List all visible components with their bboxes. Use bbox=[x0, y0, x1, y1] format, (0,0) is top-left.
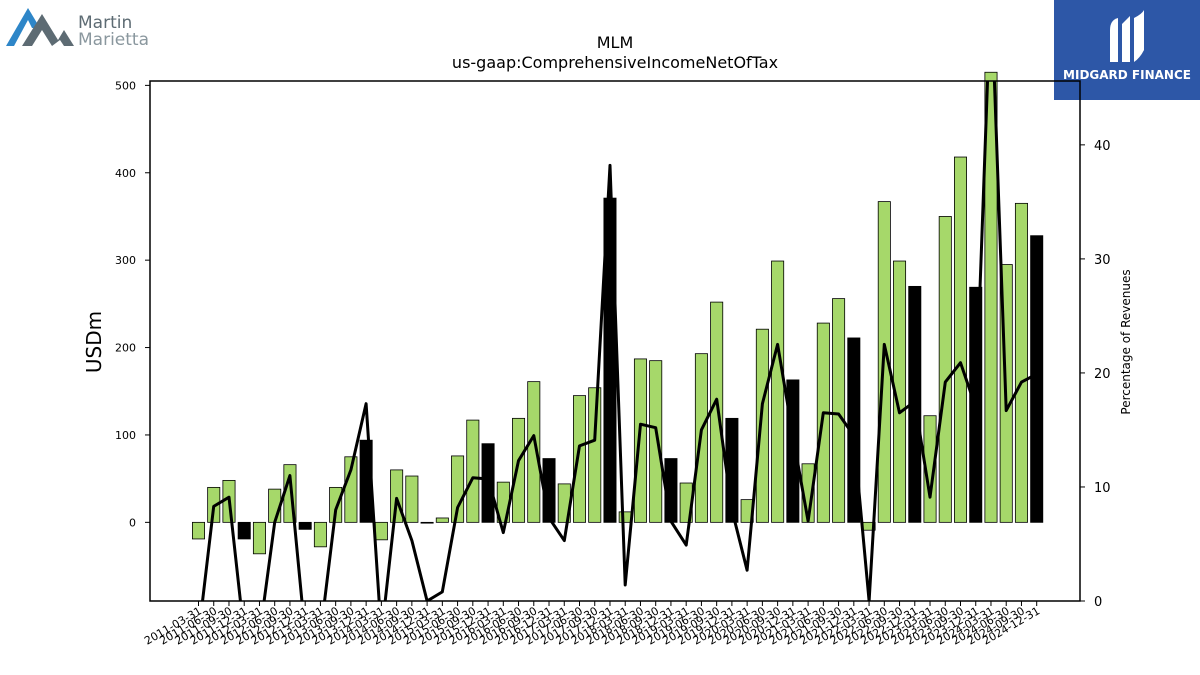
y2-tick-label: 40 bbox=[1094, 139, 1111, 154]
y-axis-label: USDm bbox=[82, 311, 106, 373]
bar-2015-09-30 bbox=[466, 419, 480, 523]
y2-tick-label: 20 bbox=[1094, 367, 1111, 382]
bar-2024-09-30 bbox=[1014, 202, 1028, 523]
bar-2018-03-31 bbox=[618, 511, 632, 523]
bar-2014-03-31 bbox=[374, 521, 388, 541]
plot-frame bbox=[149, 80, 1081, 602]
y2-axis-label: Percentage of Revenues bbox=[1119, 269, 1133, 414]
y-tick-label: 0 bbox=[129, 516, 136, 529]
y2-axis: 0 10 20 30 40 bbox=[1080, 139, 1111, 610]
bar-2017-06-30 bbox=[573, 395, 587, 523]
y2-tick-label: 0 bbox=[1094, 595, 1102, 610]
bar-2016-09-30 bbox=[527, 381, 541, 523]
bar-2020-06-30 bbox=[755, 328, 769, 523]
x-axis: 2011-03-312011-06-302011-09-302011-12-31… bbox=[142, 601, 1042, 648]
bar-2015-03-31 bbox=[435, 517, 449, 523]
bar-2019-09-30 bbox=[710, 301, 724, 523]
chart-subtitle: us-gaap:ComprehensiveIncomeNetOfTax bbox=[452, 53, 778, 72]
midgard-finance-text: MIDGARD FINANCE bbox=[1063, 68, 1191, 82]
bar-2011-12-31 bbox=[237, 521, 251, 540]
y-tick-label: 300 bbox=[115, 254, 136, 267]
logo-text-line2: Marietta bbox=[78, 30, 150, 50]
martin-marietta-logo: Martin Marietta bbox=[6, 4, 166, 54]
bar-2024-12-31 bbox=[1030, 235, 1044, 523]
bar-2023-03-31 bbox=[923, 415, 937, 523]
midgard-mark-icon bbox=[1110, 10, 1144, 62]
bar-2014-09-30 bbox=[405, 475, 419, 523]
y2-tick-label: 10 bbox=[1094, 481, 1111, 496]
bar-2021-09-30 bbox=[832, 298, 846, 523]
y-tick-label: 500 bbox=[115, 79, 136, 92]
y-tick-label: 100 bbox=[115, 429, 136, 442]
bar-2011-03-31 bbox=[191, 521, 205, 540]
y-tick-label: 400 bbox=[115, 167, 136, 180]
bar-2020-09-30 bbox=[771, 260, 785, 523]
bar-2016-06-30 bbox=[512, 417, 526, 523]
bar-2023-06-30 bbox=[938, 216, 952, 523]
bar-2018-09-30 bbox=[649, 360, 663, 523]
bar-2015-06-30 bbox=[451, 455, 465, 523]
midgard-finance-logo: MIDGARD FINANCE bbox=[1054, 0, 1200, 100]
y-axis: 0 100 200 300 400 500 bbox=[115, 79, 150, 529]
y-tick-label: 200 bbox=[115, 342, 136, 355]
line-group bbox=[201, 81, 1038, 601]
bar-2013-03-31 bbox=[313, 521, 327, 548]
bar-2014-12-31 bbox=[420, 521, 434, 524]
bar-2012-12-31 bbox=[298, 521, 312, 530]
percentage-line bbox=[201, 81, 1038, 601]
logo-text-line1: Martin bbox=[78, 13, 133, 33]
bar-2023-09-30 bbox=[954, 156, 968, 523]
chart-title: MLM bbox=[597, 33, 634, 52]
bars-group bbox=[191, 71, 1044, 555]
y2-tick-label: 30 bbox=[1094, 253, 1111, 268]
bar-2018-06-30 bbox=[633, 358, 647, 523]
mountain-logo-icon bbox=[6, 8, 74, 46]
bar-2024-03-31 bbox=[984, 71, 998, 523]
bar-2012-03-31 bbox=[252, 521, 266, 555]
bar-2017-09-30 bbox=[588, 387, 602, 523]
